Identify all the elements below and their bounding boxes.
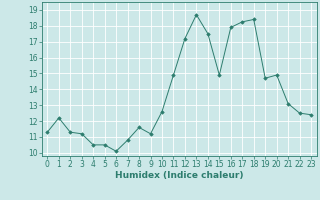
- X-axis label: Humidex (Indice chaleur): Humidex (Indice chaleur): [115, 171, 244, 180]
